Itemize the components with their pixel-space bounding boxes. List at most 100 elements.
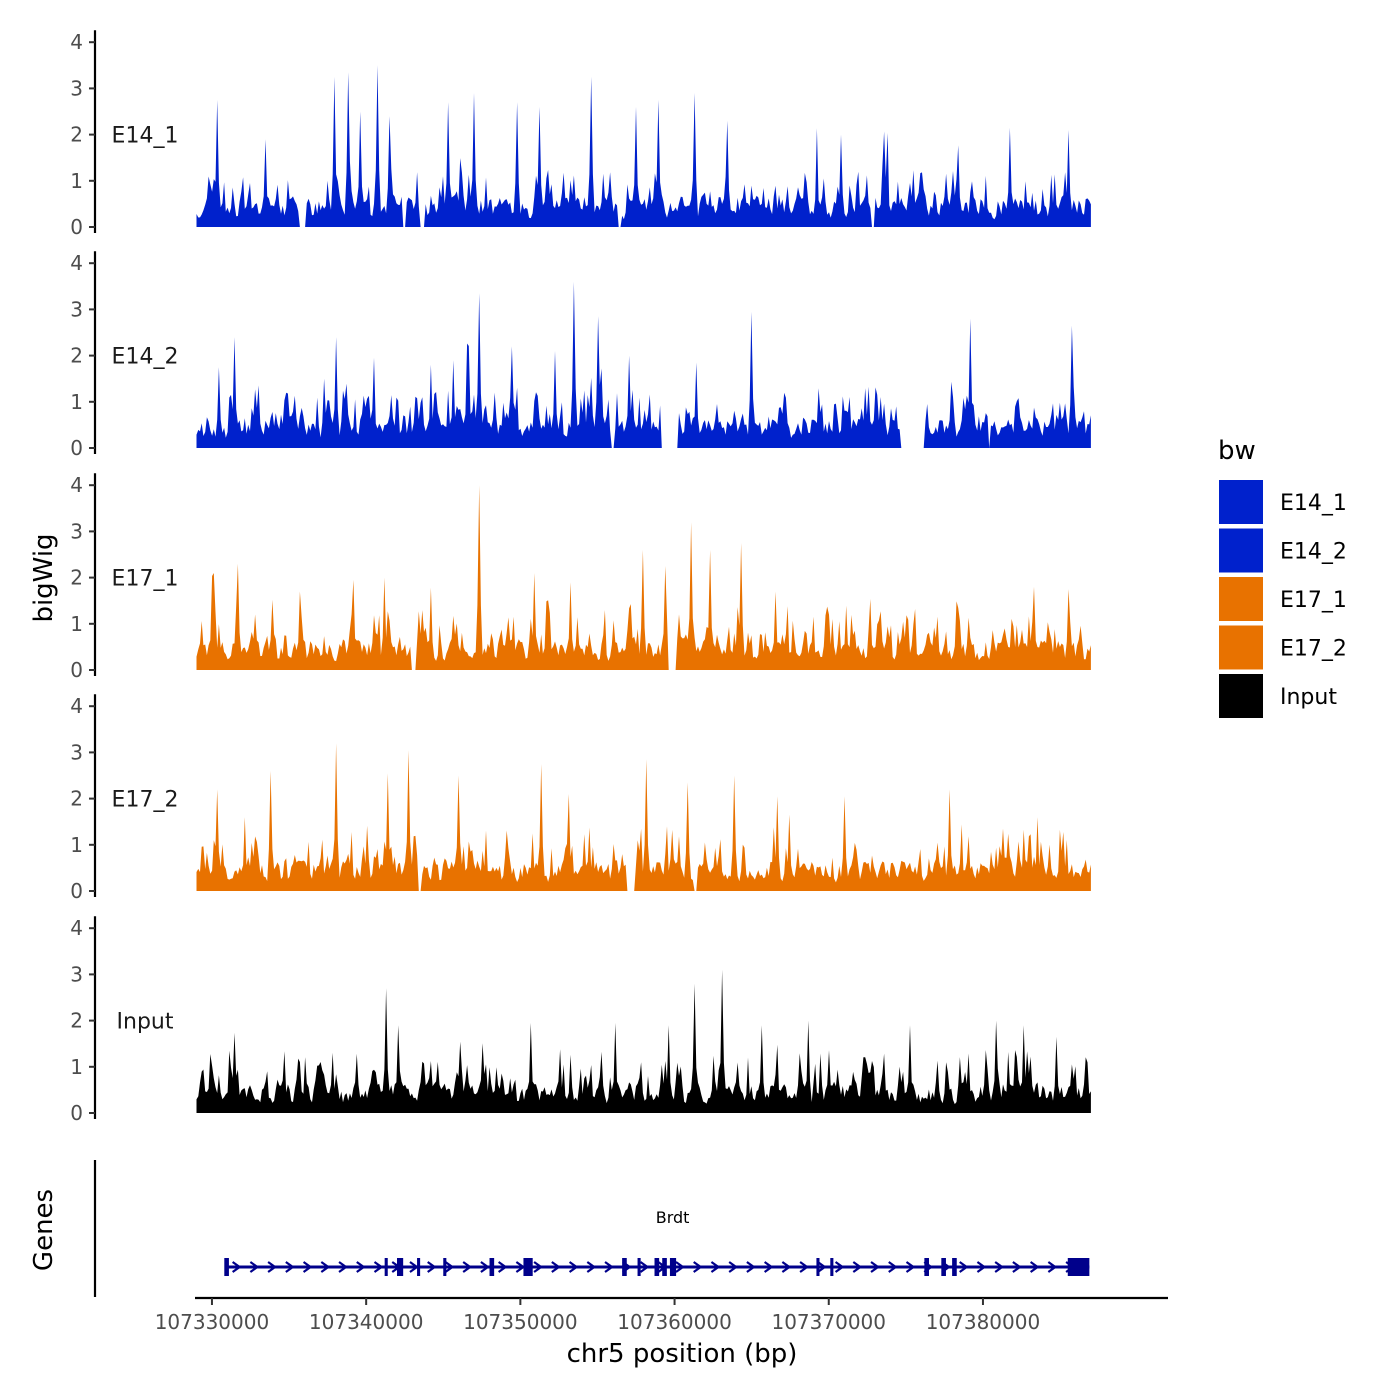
gene-exon <box>1067 1258 1090 1276</box>
gene-exon <box>523 1258 533 1276</box>
gene-exon <box>654 1258 660 1276</box>
track-label: E17_2 <box>112 788 179 813</box>
strand-arrow <box>1029 1261 1040 1273</box>
y-tick-label: 2 <box>70 1009 83 1033</box>
legend-title: bw <box>1218 436 1256 466</box>
strand-arrow <box>728 1261 739 1273</box>
legend-item-input: Input <box>1219 674 1337 718</box>
y-tick-label: 0 <box>70 215 83 239</box>
y-tick-label: 4 <box>70 694 83 718</box>
gene-exon <box>924 1258 929 1276</box>
gene-exon <box>224 1258 229 1276</box>
legend-swatch <box>1219 674 1263 718</box>
strand-arrow <box>675 1261 685 1273</box>
x-tick-label: 107360000 <box>617 1310 732 1334</box>
strand-arrow <box>1012 1261 1022 1273</box>
strand-arrow <box>515 1261 526 1273</box>
legend-item-e17-1: E17_1 <box>1219 577 1347 621</box>
signal-area-e14-1 <box>196 65 1091 227</box>
signal-area-input <box>196 969 1091 1113</box>
strand-arrow <box>746 1261 756 1273</box>
y-tick-label: 1 <box>70 390 83 414</box>
legend-swatch <box>1219 577 1263 621</box>
track-e14-2: 0 1 2 3 4 E14_2 <box>70 251 1091 460</box>
strand-arrow <box>462 1261 473 1273</box>
x-tick-label: 107350000 <box>463 1310 578 1334</box>
strand-arrow <box>976 1261 987 1273</box>
y-tick-label: 3 <box>70 519 83 543</box>
strand-arrow <box>905 1261 916 1273</box>
y-tick-label: 3 <box>70 76 83 100</box>
gene-exon <box>443 1258 447 1276</box>
gene-exon <box>669 1258 677 1276</box>
legend-item-e14-1: E14_1 <box>1219 480 1347 524</box>
strand-arrow <box>267 1261 277 1273</box>
signal-tracks: 0 1 2 3 4 E14_1 0 1 2 3 4 E14_2 0 1 2 3 4 E17_1 0 1 2 3 4 E17_2… <box>70 30 1091 1125</box>
strand-arrow <box>781 1261 792 1273</box>
track-input: 0 1 2 3 4 Input <box>70 916 1091 1125</box>
y-tick-label: 3 <box>70 740 83 764</box>
signal-area-e14-2 <box>196 281 1091 448</box>
gene-exon <box>489 1258 495 1276</box>
strand-arrow <box>231 1261 242 1273</box>
y-tick-label: 4 <box>70 473 83 497</box>
strand-arrow <box>497 1261 508 1273</box>
track-label: Input <box>117 1010 174 1035</box>
track-label: E14_2 <box>112 345 179 370</box>
y-tick-label: 0 <box>70 879 83 903</box>
strand-arrow <box>799 1261 809 1273</box>
gene-exon <box>662 1258 667 1276</box>
legend-label: E14_1 <box>1280 491 1347 516</box>
strand-arrow <box>710 1261 721 1273</box>
strand-arrow <box>338 1261 348 1273</box>
gene-exon <box>637 1258 641 1276</box>
y-tick-label: 2 <box>70 566 83 590</box>
strand-arrow <box>480 1261 490 1273</box>
y-tick-label: 1 <box>70 833 83 857</box>
strand-arrow <box>604 1261 614 1273</box>
legend-item-e14-2: E14_2 <box>1219 528 1347 573</box>
y-tick-label: 1 <box>70 169 83 193</box>
signal-area-e17-2 <box>196 743 1091 891</box>
strand-arrow <box>693 1261 703 1273</box>
legend-swatch <box>1219 480 1263 524</box>
strand-arrow <box>249 1261 260 1273</box>
gene-exon <box>952 1258 957 1276</box>
strand-arrow <box>551 1261 561 1273</box>
track-e17-2: 0 1 2 3 4 E17_2 <box>70 694 1091 903</box>
y-tick-label: 2 <box>70 123 83 147</box>
legend-swatch <box>1219 528 1263 573</box>
track-e17-1: 0 1 2 3 4 E17_1 <box>70 473 1091 682</box>
legend-item-e17-2: E17_2 <box>1219 625 1347 670</box>
gene-exon <box>816 1258 820 1276</box>
strand-arrow <box>852 1261 863 1273</box>
y-tick-label: 0 <box>70 436 83 460</box>
x-tick-label: 107340000 <box>309 1310 424 1334</box>
strand-arrow <box>1047 1261 1058 1273</box>
y-tick-label: 0 <box>70 1101 83 1125</box>
gene-exon <box>397 1258 404 1276</box>
legend-label: E14_2 <box>1280 540 1347 565</box>
strand-arrow <box>870 1261 880 1273</box>
strand-arrow <box>409 1261 419 1273</box>
gene-name-label: Brdt <box>656 1208 690 1227</box>
strand-arrow <box>444 1261 455 1273</box>
strand-arrow <box>763 1261 774 1273</box>
y-tick-label: 1 <box>70 612 83 636</box>
y-tick-label: 3 <box>70 962 83 986</box>
gene-brdt: Brdt <box>224 1208 1090 1276</box>
strand-arrow <box>285 1261 295 1273</box>
x-tick-label: 107330000 <box>155 1310 270 1334</box>
y-tick-label: 4 <box>70 251 83 275</box>
y-tick-label: 1 <box>70 1055 83 1079</box>
y-tick-label: 4 <box>70 30 83 54</box>
signal-area-e17-1 <box>196 485 1091 670</box>
legend-label: E17_2 <box>1280 637 1347 662</box>
legend-label: Input <box>1280 685 1337 710</box>
gene-exon <box>830 1258 834 1276</box>
strand-arrow <box>994 1261 1005 1273</box>
strand-arrow <box>320 1261 331 1273</box>
strand-arrow <box>817 1261 827 1273</box>
track-label: E17_1 <box>112 567 179 592</box>
